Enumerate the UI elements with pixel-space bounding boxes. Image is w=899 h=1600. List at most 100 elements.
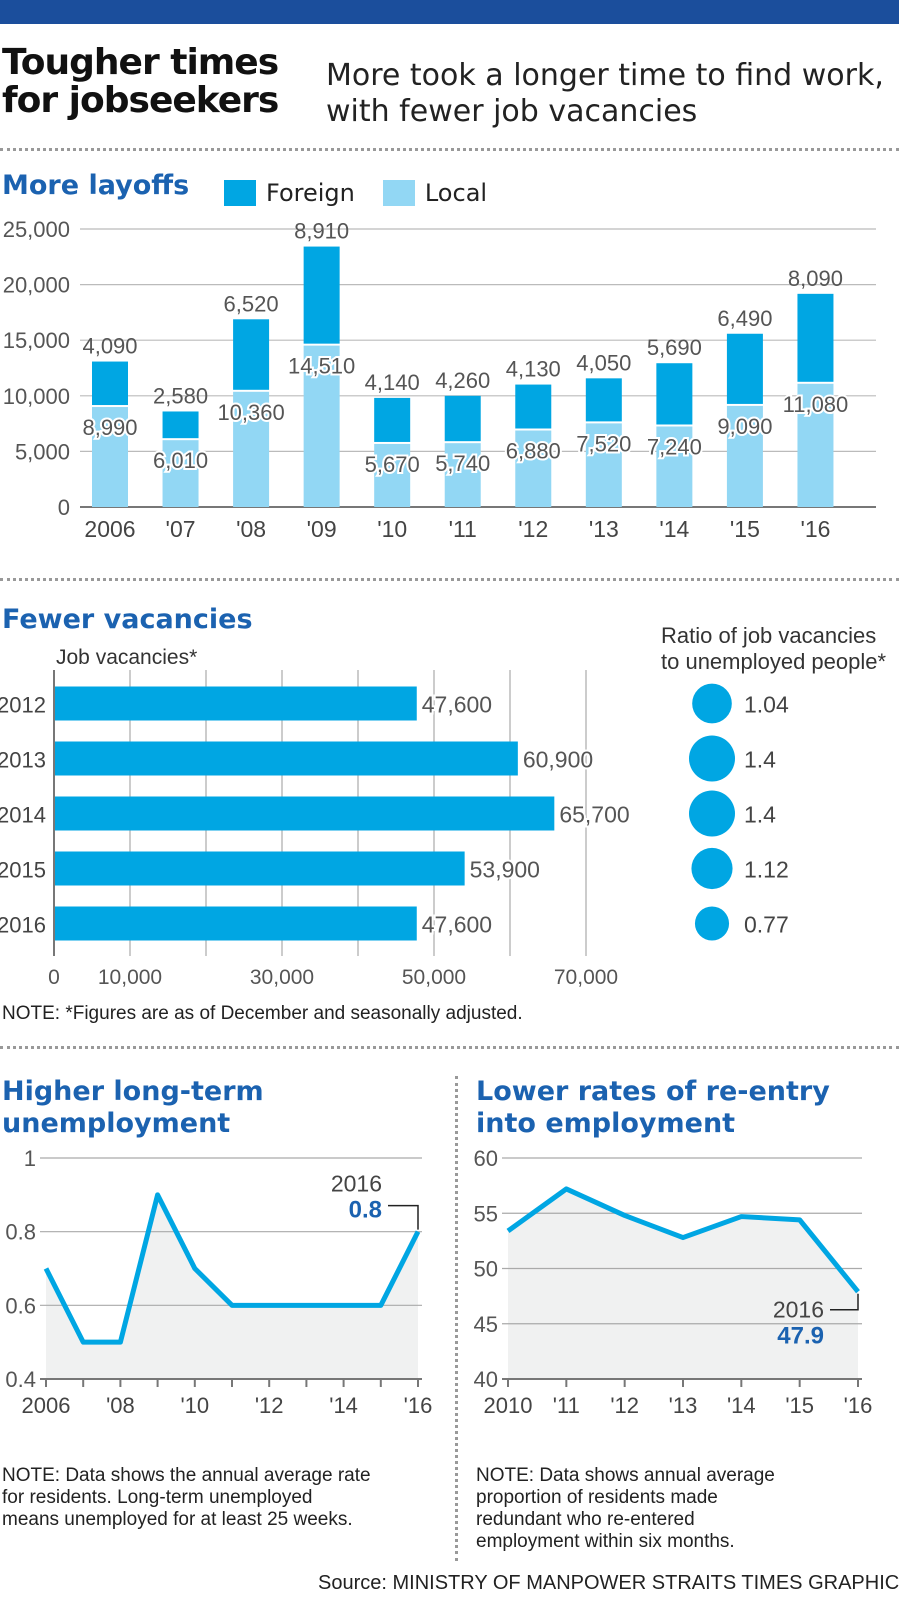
y-tick-label: 15,000 [3, 328, 70, 353]
data-label-foreign: 4,140 [365, 370, 420, 395]
bar-foreign [162, 411, 199, 439]
data-label-foreign: 6,490 [717, 306, 772, 331]
reentry-note-line-4: employment within six months. [476, 1531, 735, 1552]
data-label: 47,600 [422, 692, 492, 718]
longterm-title-line-2: unemployment [2, 1108, 231, 1139]
callout-leader [830, 1293, 859, 1311]
ratio-bubble [694, 906, 730, 941]
data-label: 47,600 [422, 912, 492, 938]
longterm-title: Higher long-term unemployment [2, 1076, 264, 1140]
data-label-local: 5,740 [435, 451, 490, 476]
bar-foreign [444, 395, 481, 442]
data-label-foreign: 8,910 [294, 219, 349, 244]
x-tick-label: 2010 [484, 1393, 533, 1418]
data-label-foreign: 4,260 [435, 368, 490, 393]
data-label-foreign: 8,090 [788, 266, 843, 291]
x-tick-label: '13 [589, 516, 619, 542]
bar-local [656, 426, 693, 507]
divider [0, 578, 899, 581]
legend-label-foreign: Foreign [266, 179, 355, 207]
bar-local [92, 407, 128, 507]
longterm-title-line-1: Higher long-term [2, 1076, 264, 1107]
vacancies-chart: 0 10,000 30,000 50,000 70,000 2012 47,600 1.04 2… [0, 670, 789, 989]
legend-foreign: Foreign [224, 179, 355, 207]
y-axis-unit: % [38, 1148, 57, 1153]
x-tick-label: '14 [659, 516, 689, 542]
legend-swatch-foreign [224, 180, 256, 206]
vacancy-bar [55, 906, 417, 941]
ratio-bubble [689, 735, 735, 782]
callout-year: 2016 [773, 1297, 824, 1323]
subheadline-line-1: More took a longer time to find work, [326, 58, 884, 93]
y-tick-label: 2014 [0, 803, 46, 828]
y-tick-label: 2016 [0, 913, 46, 938]
legend-local: Local [382, 179, 488, 207]
y-tick-label: 5,000 [15, 439, 70, 464]
x-tick-label: '16 [404, 1393, 433, 1418]
x-tick-label: 50,000 [402, 966, 466, 989]
data-label-local: 6,880 [506, 438, 561, 463]
x-tick-label: '12 [255, 1393, 284, 1418]
x-tick-label: '12 [518, 516, 548, 542]
data-label-foreign: 2,580 [153, 383, 208, 408]
subheadline: More took a longer time to find work, wi… [326, 58, 884, 130]
y-tick-label: 0.8 [5, 1220, 36, 1245]
data-label-local: 9,090 [717, 414, 772, 439]
reentry-note-line-2: proportion of residents made [476, 1487, 718, 1508]
data-label-local: 5,670 [365, 452, 420, 477]
ratio-label: 1.12 [744, 857, 789, 883]
bar-foreign [233, 319, 270, 390]
longterm-note: NOTE: Data shows the annual average rate… [2, 1465, 371, 1531]
x-tick-label: '16 [800, 516, 830, 542]
data-label-local: 6,010 [153, 448, 208, 473]
x-tick-label: '14 [329, 1393, 358, 1418]
x-tick-label: '13 [669, 1393, 698, 1418]
bar-local [515, 430, 552, 507]
longterm-note-line-3: means unemployed for at least 25 weeks. [2, 1509, 353, 1530]
legend-label-local: Local [424, 179, 488, 207]
y-tick-label: 40 [474, 1367, 498, 1392]
bar-local [797, 383, 834, 507]
bar-local [162, 440, 199, 507]
x-tick-label: '12 [610, 1393, 639, 1418]
column-divider [455, 1076, 458, 1561]
series-line [506, 1186, 860, 1294]
x-tick-label: 0 [48, 966, 60, 989]
subheadline-line-2: with fewer job vacancies [326, 94, 698, 129]
y-tick-label: 55 [474, 1201, 498, 1226]
layoffs-chart: 0 5,000 10,000 15,000 20,000 25,000 4,090 8,990… [3, 217, 876, 542]
y-tick-label: 0 [58, 495, 70, 520]
y-axis-unit: % [498, 1148, 517, 1153]
area-fill [46, 1194, 418, 1379]
layoffs-title: More layoffs [2, 170, 190, 201]
x-tick-label: 30,000 [250, 966, 314, 989]
y-tick-label: 50 [474, 1257, 498, 1282]
reentry-title: Lower rates of re-entry into employment [476, 1076, 830, 1140]
y-tick-label: 1 [24, 1148, 36, 1171]
x-tick-label: '15 [730, 516, 760, 542]
x-tick-label: '07 [166, 516, 196, 542]
data-label-foreign: 5,690 [647, 335, 702, 360]
ratio-label: 0.77 [744, 912, 789, 938]
ratio-label: 1.4 [744, 747, 776, 773]
longterm-note-line-2: for residents. Long-term unemployed [2, 1487, 313, 1508]
data-label-local: 11,080 [783, 392, 849, 417]
top-banner [0, 0, 899, 24]
x-tick-label: 70,000 [554, 966, 618, 989]
callout-year: 2016 [331, 1171, 382, 1197]
ratio-bubble [692, 683, 732, 724]
y-tick-label: 2012 [0, 693, 46, 718]
bar-foreign [726, 333, 763, 404]
y-tick-label: 2015 [0, 858, 46, 883]
y-tick-label: 25,000 [3, 217, 70, 242]
x-tick-label: '08 [106, 1393, 135, 1418]
y-tick-label: 0.6 [5, 1293, 36, 1318]
data-label-foreign: 4,090 [82, 334, 137, 359]
ratio-label: 1.04 [744, 692, 789, 718]
x-tick-label: 2006 [84, 516, 135, 542]
layoffs-legend: Foreign Local [224, 178, 515, 208]
ratio-bubble [691, 847, 733, 890]
ratio-label: 1.4 [744, 802, 776, 828]
y-tick-label: 0.4 [5, 1367, 36, 1392]
bar-local [444, 443, 481, 507]
